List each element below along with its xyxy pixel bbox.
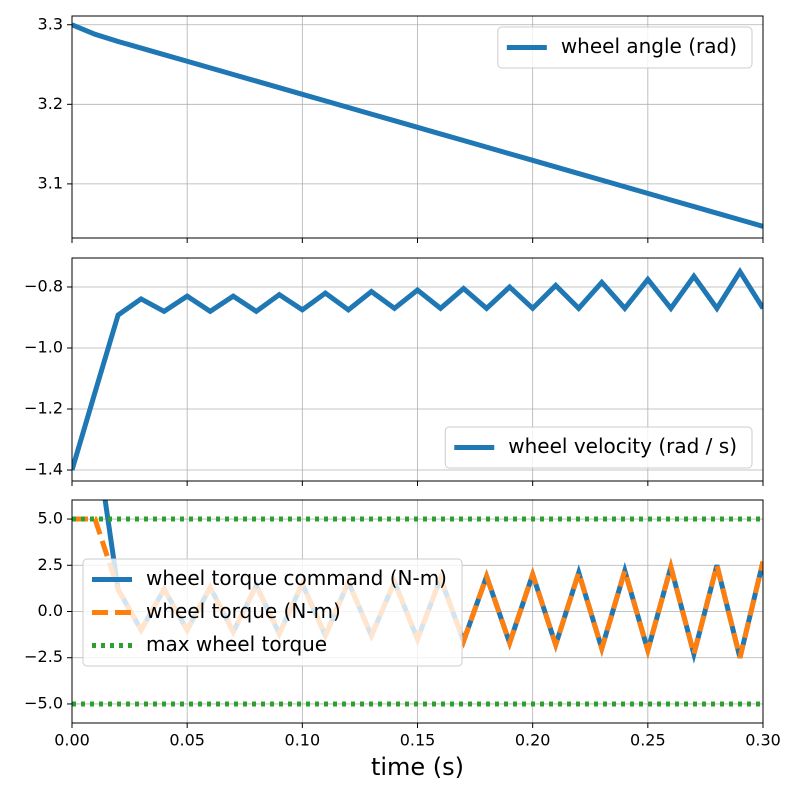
y-tick-label: 0.0 (38, 601, 63, 620)
x-tick-label: 0.20 (515, 731, 551, 750)
y-tick-label: −2.5 (24, 647, 63, 666)
y-tick-label: −1.2 (24, 399, 63, 418)
legend-box (444, 426, 753, 469)
data-line (72, 22, 763, 229)
x-tick-label: 0.15 (400, 731, 436, 750)
x-tick-label: 0.05 (169, 731, 205, 750)
axes-frame (71, 499, 764, 724)
legend-label: wheel angle (rad) (561, 34, 737, 58)
y-tick-label: 3.1 (38, 173, 63, 192)
x-tick-label: 0.30 (745, 731, 781, 750)
legend-box (497, 26, 753, 69)
plot-area (72, 267, 763, 471)
y-tick-label: 3.2 (38, 94, 63, 113)
x-axis-label: time (s) (371, 753, 464, 781)
legend: wheel torque command (N-m) wheel torque (… (82, 558, 463, 667)
axes-frame (71, 257, 764, 482)
x-tick-label: 0.10 (285, 731, 321, 750)
data-line (72, 267, 763, 471)
y-tick-label: 5.0 (38, 509, 63, 528)
y-tick-label: −0.8 (24, 276, 63, 295)
x-tick-label: 0.00 (54, 731, 90, 750)
axes-frame (71, 15, 764, 239)
panel: −1.4 −1.2 −1.0 −0.8 (24, 257, 764, 486)
legend: wheel velocity (rad / s) (444, 426, 753, 469)
y-tick-label: 3.3 (38, 14, 63, 33)
x-tick-label: 0.25 (630, 731, 666, 750)
legend-box (82, 558, 463, 667)
legend-label: wheel torque (N-m) (146, 599, 341, 623)
plot-area (72, 22, 763, 229)
y-tick-label: 2.5 (38, 555, 63, 574)
y-tick-label: −5.0 (24, 693, 63, 712)
y-tick-label: −1.4 (24, 460, 63, 479)
legend: wheel angle (rad) (497, 26, 753, 69)
legend-label: max wheel torque (146, 632, 327, 656)
y-tick-label: −1.0 (24, 337, 63, 356)
legend-label: wheel torque command (N-m) (146, 566, 447, 590)
legend-label: wheel velocity (rad / s) (508, 434, 737, 458)
